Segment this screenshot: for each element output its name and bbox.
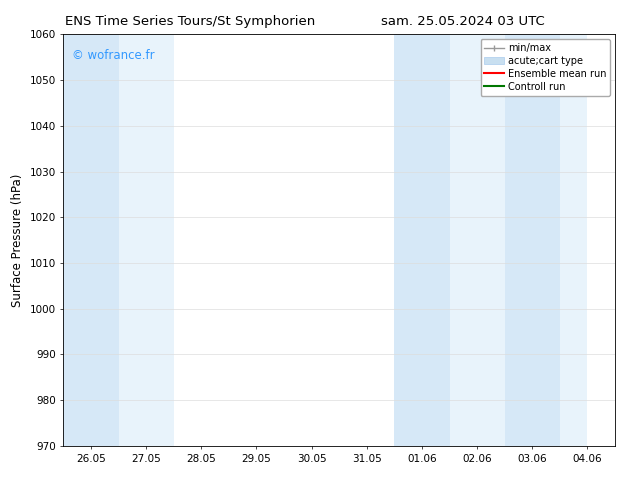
Bar [505, 34, 560, 446]
Bar [119, 34, 174, 446]
Legend: min/max, acute;cart type, Ensemble mean run, Controll run: min/max, acute;cart type, Ensemble mean … [481, 39, 610, 96]
Bar [450, 34, 505, 446]
Y-axis label: Surface Pressure (hPa): Surface Pressure (hPa) [11, 173, 24, 307]
Bar [63, 34, 119, 446]
Text: sam. 25.05.2024 03 UTC: sam. 25.05.2024 03 UTC [381, 15, 545, 28]
Text: ENS Time Series Tours/St Symphorien: ENS Time Series Tours/St Symphorien [65, 15, 315, 28]
Bar [394, 34, 450, 446]
Text: © wofrance.fr: © wofrance.fr [72, 49, 154, 62]
Bar [560, 34, 588, 446]
